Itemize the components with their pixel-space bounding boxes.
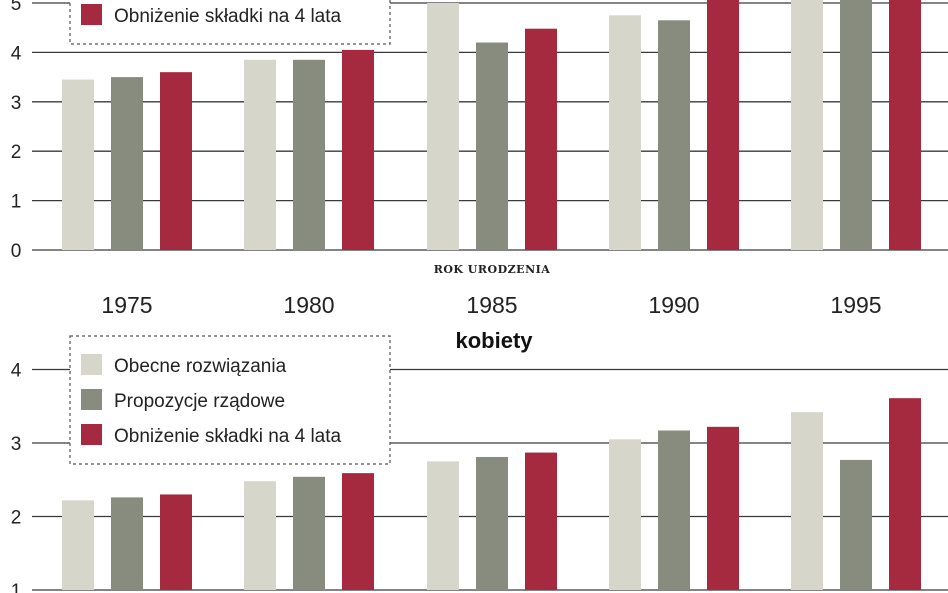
legend-box	[69, 0, 391, 45]
bar-1985-series-2	[476, 42, 508, 250]
x-axis-title: ROK URODZENIA	[434, 263, 551, 276]
legend-box	[69, 335, 391, 465]
bar-1975-series-1	[62, 79, 94, 250]
bar-1985-series-1	[427, 3, 459, 250]
bar-1990-series-1	[609, 439, 641, 590]
bar-1985-series-3	[525, 28, 557, 250]
bar-1980-series-3	[342, 473, 374, 590]
bar-1990-series-3	[707, 426, 739, 590]
legend-swatch-series-3	[81, 424, 102, 445]
legend-label: Propozycje rządowe	[114, 391, 285, 412]
bar-1995-series-3	[889, 398, 921, 590]
bar-1980-series-1	[244, 481, 276, 590]
x-category-label: 1980	[283, 292, 334, 318]
x-category-label: 1990	[648, 292, 699, 318]
y-tick-label: 2	[11, 508, 22, 529]
bar-1980-series-1	[244, 59, 276, 251]
bar-1985-series-3	[525, 452, 557, 590]
y-tick-label: 4	[11, 361, 22, 382]
bar-1985-series-1	[427, 461, 459, 590]
bar-1980-series-2	[293, 476, 325, 590]
bar-1990-series-2	[658, 430, 690, 590]
legend-label: Obniżenie składki na 4 lata	[114, 6, 342, 27]
legend-label: Obecne rozwiązania	[114, 356, 287, 377]
bar-1990-series-3	[707, 0, 739, 251]
bar-1980-series-2	[293, 59, 325, 251]
y-tick-label: 3	[11, 93, 22, 114]
chart-panel-top: 0 1 2 3 4 5 1975 1980 1985 1990 1995 ROK URODZENIA O…	[11, 0, 948, 318]
x-category-label: 1975	[101, 292, 152, 318]
chart-panel-bottom: 1 2 3 4 kobiety Obecne rozwiązania Propozycje …	[11, 328, 948, 593]
y-tick-label: 0	[11, 241, 22, 262]
bar-1995-series-1	[791, 412, 823, 590]
chart-subtitle: kobiety	[455, 328, 533, 353]
bar-1995-series-2	[840, 0, 872, 250]
legend-swatch-series-2	[81, 389, 102, 410]
bar-1995-series-1	[791, 0, 823, 250]
bar-1995-series-3	[889, 0, 921, 250]
x-category-label: 1995	[830, 292, 881, 318]
y-tick-label: 3	[11, 434, 22, 455]
y-tick-label: 5	[11, 0, 22, 15]
bar-1980-series-3	[342, 49, 374, 251]
x-category-label: 1985	[466, 292, 517, 318]
legend-swatch-series-1	[81, 354, 102, 375]
bar-1975-series-2	[111, 497, 143, 590]
bar-1985-series-2	[476, 456, 508, 590]
bar-1975-series-1	[62, 500, 94, 590]
y-tick-label: 1	[11, 192, 22, 213]
y-tick-label: 1	[11, 581, 22, 593]
legend-label: Obniżenie składki na 4 lata	[114, 426, 342, 447]
legend: Obniżenie składki na 4 lata	[69, 0, 391, 45]
bar-1990-series-1	[609, 15, 641, 250]
bar-1975-series-3	[160, 494, 192, 590]
bar-1995-series-2	[840, 459, 872, 590]
bar-1990-series-2	[658, 20, 690, 251]
bar-1975-series-3	[160, 72, 192, 250]
legend: Obecne rozwiązania Propozycje rządowe Obni…	[69, 335, 391, 465]
legend-swatch-series-3	[81, 4, 102, 25]
y-tick-label: 4	[11, 43, 22, 64]
bar-1975-series-2	[111, 77, 143, 250]
y-tick-label: 2	[11, 142, 22, 163]
